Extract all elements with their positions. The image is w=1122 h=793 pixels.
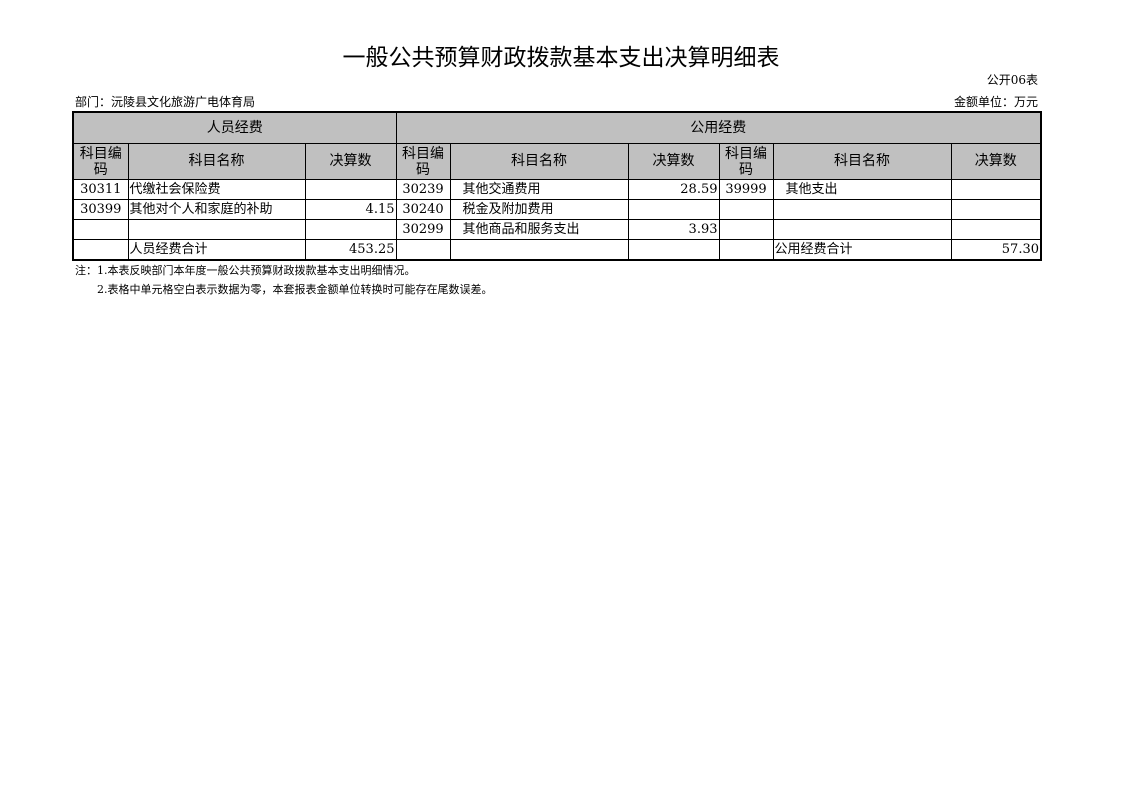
note-2: 2.表格中单元格空白表示数据为零，本套报表金额单位转换时可能存在尾数误差。 <box>97 283 493 296</box>
group-public: 公用经费 <box>395 111 1042 144</box>
cell-amount <box>304 179 397 200</box>
cell-amount: 28.59 <box>627 179 720 200</box>
group-personnel: 人员经费 <box>72 111 397 144</box>
table-number: 公开06表 <box>986 73 1038 87</box>
cell-code <box>718 199 774 220</box>
expenditure-table: 人员经费 公用经费 科目编码 科目名称 决算数 科目编码 科目名称 决算数 科目编码 科目名称… <box>72 111 1042 261</box>
cell-name: 其他交通费用 <box>449 179 629 200</box>
cell-code <box>395 239 451 261</box>
cell-amount <box>627 239 720 261</box>
page-title: 一般公共预算财政拨款基本支出决算明细表 <box>342 45 780 71</box>
cell-code: 30239 <box>395 179 451 200</box>
table-row: 30399 其他对个人和家庭的补助 4.15 30240 税金及附加费用 <box>72 199 1042 220</box>
cell-amount: 4.15 <box>304 199 397 220</box>
table-row: 人员经费合计 453.25 公用经费合计 57.30 <box>72 239 1042 261</box>
cell-code: 30299 <box>395 219 451 240</box>
cell-amount <box>950 179 1042 200</box>
header-name: 科目名称 <box>127 143 306 180</box>
table-row: 30299 其他商品和服务支出 3.93 <box>72 219 1042 240</box>
cell-name: 代缴社会保险费 <box>127 179 306 200</box>
cell-name <box>772 219 952 240</box>
cell-name <box>449 239 629 261</box>
cell-amount: 453.25 <box>304 239 397 261</box>
cell-code <box>718 219 774 240</box>
header-amount: 决算数 <box>627 143 720 180</box>
cell-amount: 3.93 <box>627 219 720 240</box>
header-name: 科目名称 <box>449 143 629 180</box>
department-label: 部门：沅陵县文化旅游广电体育局 <box>75 95 256 109</box>
cell-code: 30399 <box>72 199 129 220</box>
cell-amount <box>950 199 1042 220</box>
cell-amount <box>627 199 720 220</box>
table-row: 30311 代缴社会保险费 30239 其他交通费用 28.59 39999 其他支出 <box>72 179 1042 200</box>
cell-code <box>72 239 129 261</box>
header-code: 科目编码 <box>718 143 774 180</box>
cell-code: 39999 <box>718 179 774 200</box>
header-code: 科目编码 <box>395 143 451 180</box>
cell-amount <box>950 219 1042 240</box>
unit-label: 金额单位：万元 <box>953 95 1038 109</box>
header-amount: 决算数 <box>950 143 1042 180</box>
cell-code: 30240 <box>395 199 451 220</box>
note-1: 注：1.本表反映部门本年度一般公共预算财政拨款基本支出明细情况。 <box>75 264 416 277</box>
cell-code: 30311 <box>72 179 129 200</box>
header-code: 科目编码 <box>72 143 129 180</box>
cell-name: 其他支出 <box>772 179 952 200</box>
cell-name: 公用经费合计 <box>772 239 952 261</box>
cell-name <box>772 199 952 220</box>
cell-amount: 57.30 <box>950 239 1042 261</box>
cell-amount <box>304 219 397 240</box>
header-amount: 决算数 <box>304 143 397 180</box>
header-name: 科目名称 <box>772 143 952 180</box>
cell-name: 其他对个人和家庭的补助 <box>127 199 306 220</box>
cell-name: 人员经费合计 <box>127 239 306 261</box>
cell-code <box>718 239 774 261</box>
cell-code <box>72 219 129 240</box>
cell-name: 税金及附加费用 <box>449 199 629 220</box>
cell-name <box>127 219 306 240</box>
cell-name: 其他商品和服务支出 <box>449 219 629 240</box>
